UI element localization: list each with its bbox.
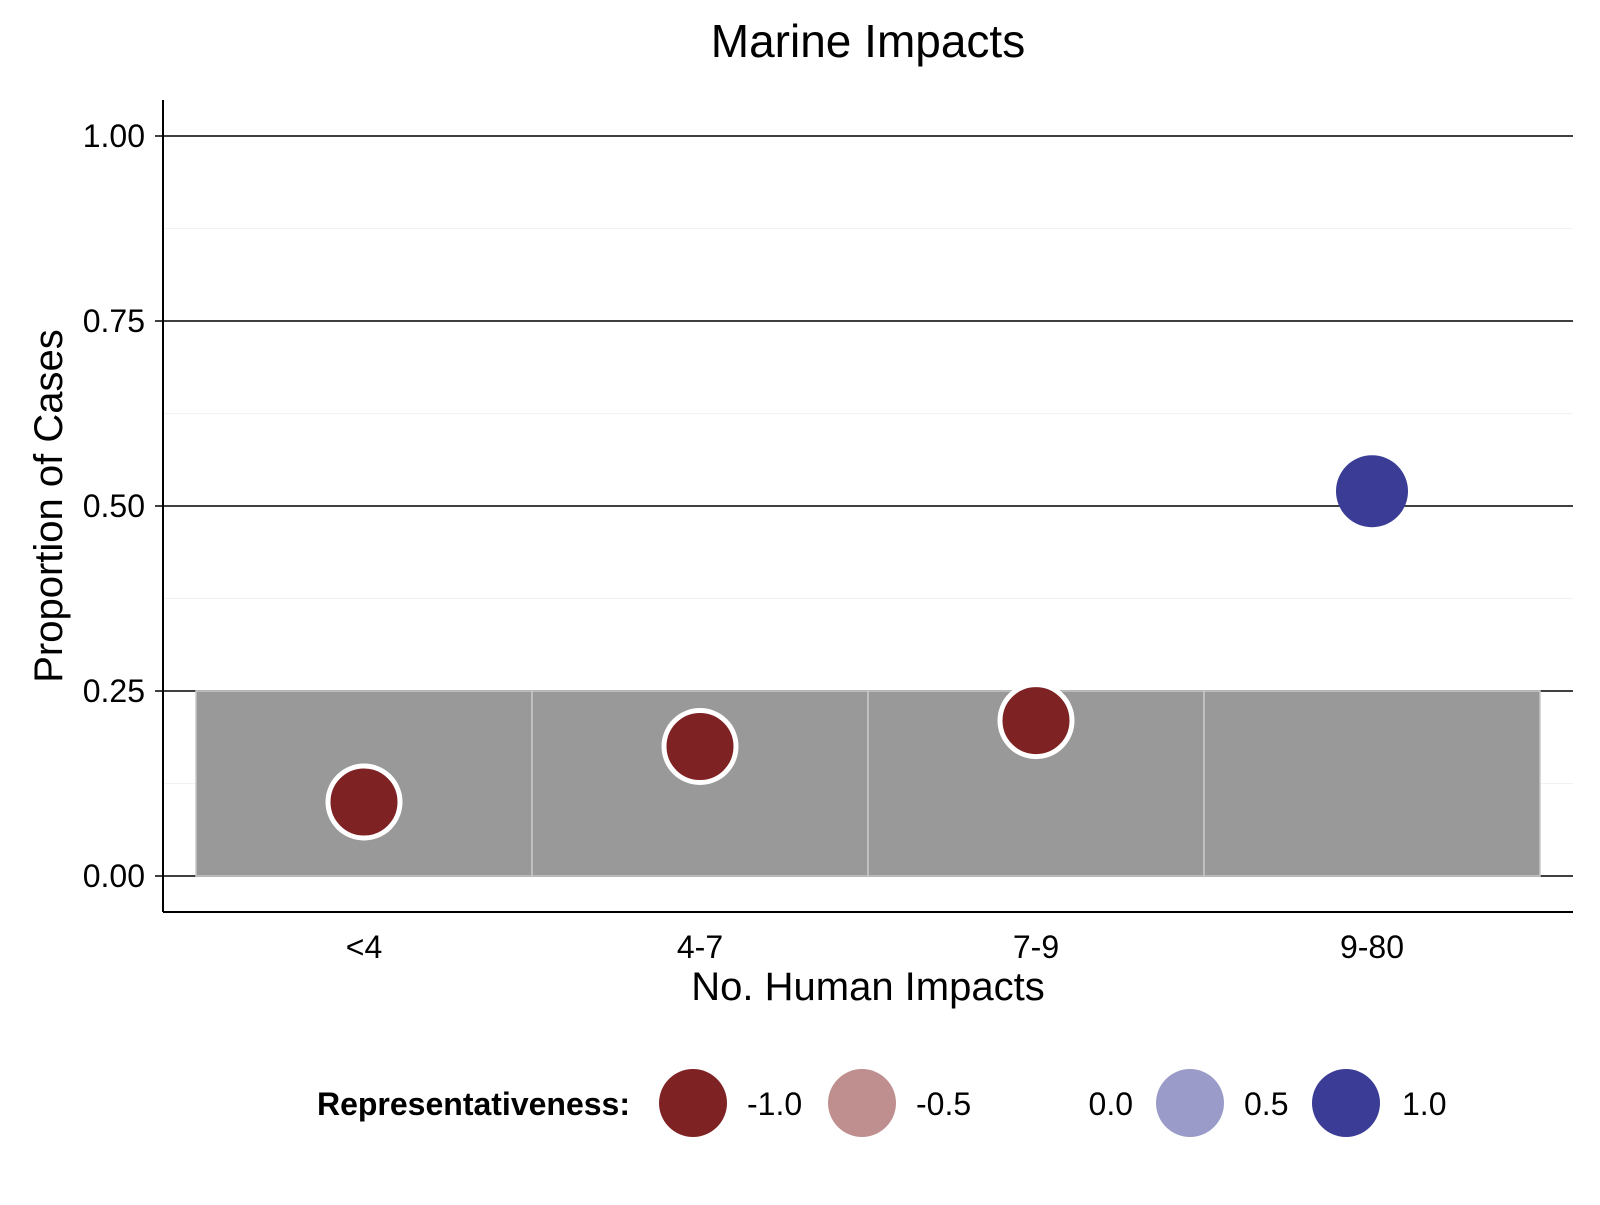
y-tick-label: 0.50 bbox=[83, 488, 145, 524]
legend-label: 0.5 bbox=[1244, 1086, 1288, 1122]
legend-key bbox=[1156, 1069, 1224, 1137]
expected-band-bar bbox=[1203, 690, 1541, 877]
x-tick-label: <4 bbox=[346, 929, 382, 965]
x-axis-title: No. Human Impacts bbox=[691, 965, 1044, 1009]
legend-key bbox=[1312, 1069, 1380, 1137]
legend-key bbox=[828, 1069, 896, 1137]
legend-label: 1.0 bbox=[1402, 1086, 1446, 1122]
legend: Representativeness: -1.0 -0.5 0.0 0.5 1.0 bbox=[317, 1069, 1446, 1137]
axes bbox=[162, 100, 1573, 913]
legend-key bbox=[659, 1069, 727, 1137]
data-point bbox=[997, 682, 1075, 760]
y-tick-label: 0.25 bbox=[83, 673, 145, 709]
y-tick-label: 1.00 bbox=[83, 118, 145, 154]
legend-label: 0.0 bbox=[1089, 1086, 1133, 1122]
x-tick-label: 9-80 bbox=[1340, 929, 1404, 965]
data-points bbox=[325, 455, 1408, 841]
x-tick-label: 7-9 bbox=[1013, 929, 1059, 965]
chart-title: Marine Impacts bbox=[711, 15, 1025, 67]
legend-label: -0.5 bbox=[916, 1086, 971, 1122]
y-tick-label: 0.00 bbox=[83, 858, 145, 894]
data-point bbox=[1336, 455, 1408, 528]
legend-label: -1.0 bbox=[747, 1086, 802, 1122]
legend-title: Representativeness: bbox=[317, 1086, 630, 1122]
data-point bbox=[661, 708, 739, 785]
tick-labels: 0.00 0.25 0.50 0.75 1.00 <4 4-7 7-9 9-80 bbox=[83, 118, 1404, 965]
y-axis-title: Proportion of Cases bbox=[27, 329, 71, 683]
expected-band bbox=[195, 690, 1541, 877]
x-tick-label: 4-7 bbox=[677, 929, 723, 965]
y-tick-label: 0.75 bbox=[83, 303, 145, 339]
data-point bbox=[325, 763, 403, 841]
